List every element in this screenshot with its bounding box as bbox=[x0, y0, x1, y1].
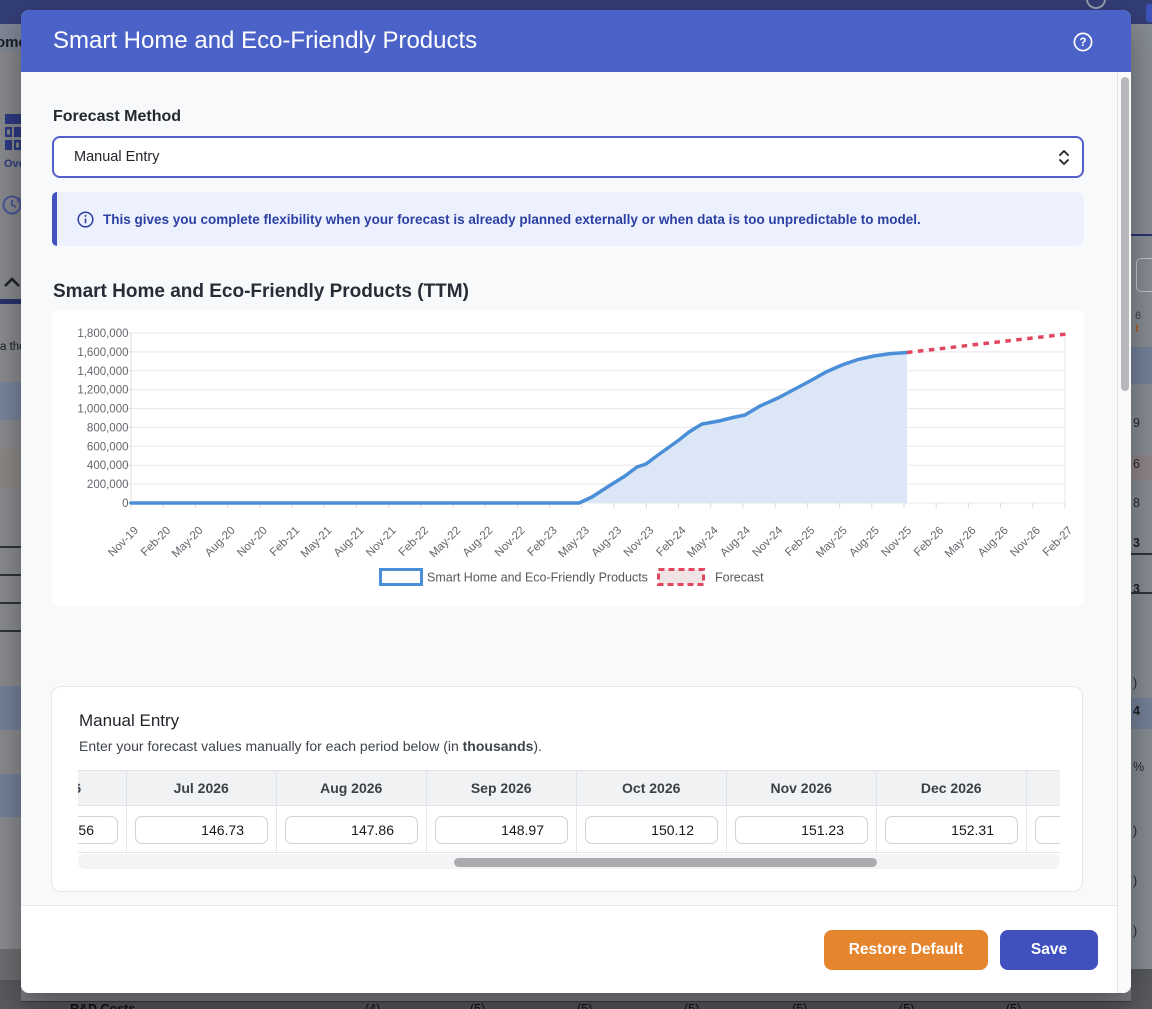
svg-text:May-25: May-25 bbox=[814, 525, 850, 561]
svg-text:Nov-21: Nov-21 bbox=[364, 525, 399, 560]
svg-text:600,000: 600,000 bbox=[87, 441, 129, 453]
svg-text:Feb-21: Feb-21 bbox=[268, 525, 302, 559]
svg-text:Smart Home and Eco-Friendly Pr: Smart Home and Eco-Friendly Products bbox=[427, 571, 648, 585]
svg-text:800,000: 800,000 bbox=[87, 422, 129, 434]
svg-text:May-22: May-22 bbox=[428, 525, 464, 561]
svg-text:Aug-20: Aug-20 bbox=[203, 525, 238, 560]
svg-text:200,000: 200,000 bbox=[87, 479, 129, 491]
svg-text:Nov-26: Nov-26 bbox=[1008, 525, 1043, 560]
svg-text:1,800,000: 1,800,000 bbox=[77, 328, 128, 340]
svg-text:Feb-26: Feb-26 bbox=[912, 525, 946, 559]
svg-text:Nov-23: Nov-23 bbox=[622, 525, 657, 560]
svg-text:1,400,000: 1,400,000 bbox=[77, 366, 128, 378]
svg-text:Feb-20: Feb-20 bbox=[139, 525, 173, 559]
svg-text:May-24: May-24 bbox=[685, 524, 721, 560]
svg-text:Aug-24: Aug-24 bbox=[718, 524, 753, 559]
svg-text:Aug-22: Aug-22 bbox=[461, 525, 496, 560]
svg-text:May-20: May-20 bbox=[170, 525, 206, 561]
svg-text:1,200,000: 1,200,000 bbox=[77, 385, 128, 397]
svg-text:Feb-27: Feb-27 bbox=[1041, 525, 1075, 559]
svg-text:Nov-20: Nov-20 bbox=[235, 525, 270, 560]
svg-text:Aug-23: Aug-23 bbox=[590, 525, 625, 560]
svg-text:Feb-25: Feb-25 bbox=[783, 525, 817, 559]
svg-text:Feb-22: Feb-22 bbox=[397, 525, 431, 559]
svg-text:Nov-24: Nov-24 bbox=[751, 524, 786, 559]
svg-text:Feb-23: Feb-23 bbox=[526, 525, 560, 559]
svg-text:0: 0 bbox=[122, 498, 128, 510]
svg-text:1,600,000: 1,600,000 bbox=[77, 347, 128, 359]
svg-text:?: ? bbox=[1079, 37, 1086, 49]
svg-text:May-23: May-23 bbox=[556, 525, 592, 561]
svg-text:400,000: 400,000 bbox=[87, 460, 129, 472]
svg-text:Aug-21: Aug-21 bbox=[332, 525, 367, 560]
svg-text:May-21: May-21 bbox=[299, 525, 335, 561]
svg-text:1,000,000: 1,000,000 bbox=[77, 404, 128, 416]
svg-text:Nov-22: Nov-22 bbox=[493, 525, 528, 560]
svg-text:Nov-25: Nov-25 bbox=[879, 525, 914, 560]
svg-text:May-26: May-26 bbox=[943, 525, 979, 561]
svg-text:Aug-25: Aug-25 bbox=[847, 525, 882, 560]
svg-text:Forecast: Forecast bbox=[715, 571, 764, 585]
svg-text:Feb-24: Feb-24 bbox=[654, 524, 689, 559]
svg-text:Nov-19: Nov-19 bbox=[106, 525, 141, 560]
svg-text:Aug-26: Aug-26 bbox=[976, 525, 1011, 560]
